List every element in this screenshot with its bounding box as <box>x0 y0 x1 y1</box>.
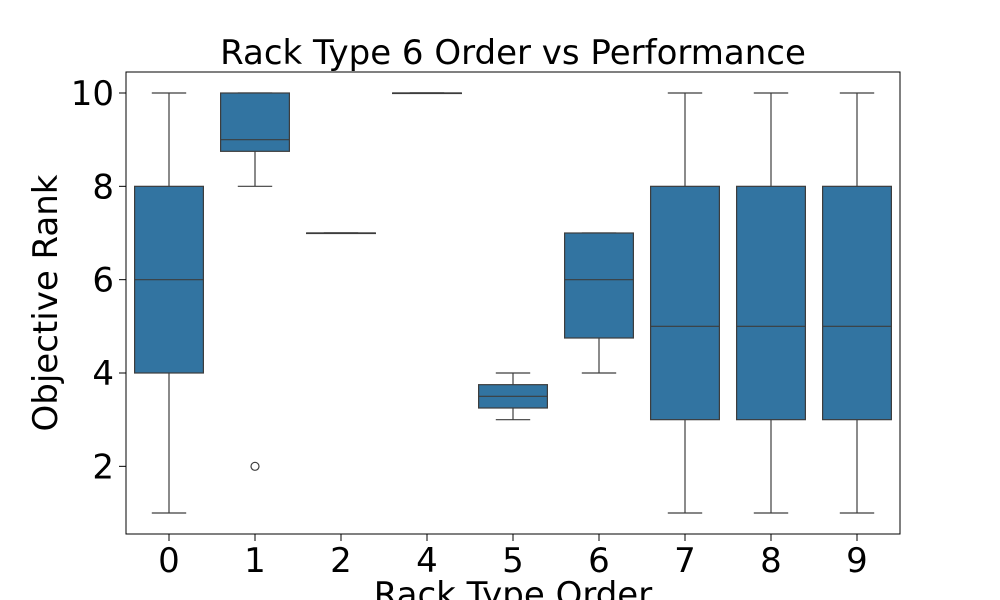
plot-area <box>134 92 892 514</box>
x-tick-label: 9 <box>846 541 868 581</box>
y-tick-label: 4 <box>92 354 114 394</box>
chart-title: Rack Type 6 Order vs Performance <box>220 33 806 73</box>
x-axis: 0 1 2 4 5 6 7 8 9 <box>158 534 868 581</box>
box-group-5 <box>478 372 549 421</box>
box-group-8 <box>735 92 806 514</box>
y-tick-label: 8 <box>92 167 114 207</box>
box-iqr <box>563 232 634 339</box>
box-group-0 <box>134 92 205 514</box>
y-tick-label: 10 <box>71 74 114 114</box>
y-axis: 2 4 6 8 10 <box>71 74 126 487</box>
box-group-2 <box>306 232 377 235</box>
box-iqr <box>821 185 892 421</box>
y-tick-label: 6 <box>92 261 114 301</box>
box-group-4 <box>392 92 463 95</box>
x-tick-label: 5 <box>502 541 524 581</box>
box-iqr <box>220 92 291 152</box>
x-tick-label: 1 <box>244 541 266 581</box>
outlier-point <box>250 461 260 471</box>
box-group-7 <box>649 92 720 514</box>
y-tick-label: 2 <box>92 447 114 487</box>
box-group-1 <box>220 92 291 471</box>
x-tick-label: 0 <box>158 541 180 581</box>
x-tick-label: 6 <box>588 541 610 581</box>
x-axis-label: Rack Type Order <box>374 575 652 600</box>
box-group-9 <box>821 92 892 514</box>
x-tick-label: 2 <box>330 541 352 581</box>
box-iqr <box>735 185 806 421</box>
x-tick-label: 8 <box>760 541 782 581</box>
x-tick-label: 7 <box>674 541 696 581</box>
box-iqr <box>649 185 720 421</box>
x-tick-label: 4 <box>416 541 438 581</box>
y-axis-label: Objective Rank <box>26 174 66 431</box>
box-group-6 <box>563 232 634 374</box>
